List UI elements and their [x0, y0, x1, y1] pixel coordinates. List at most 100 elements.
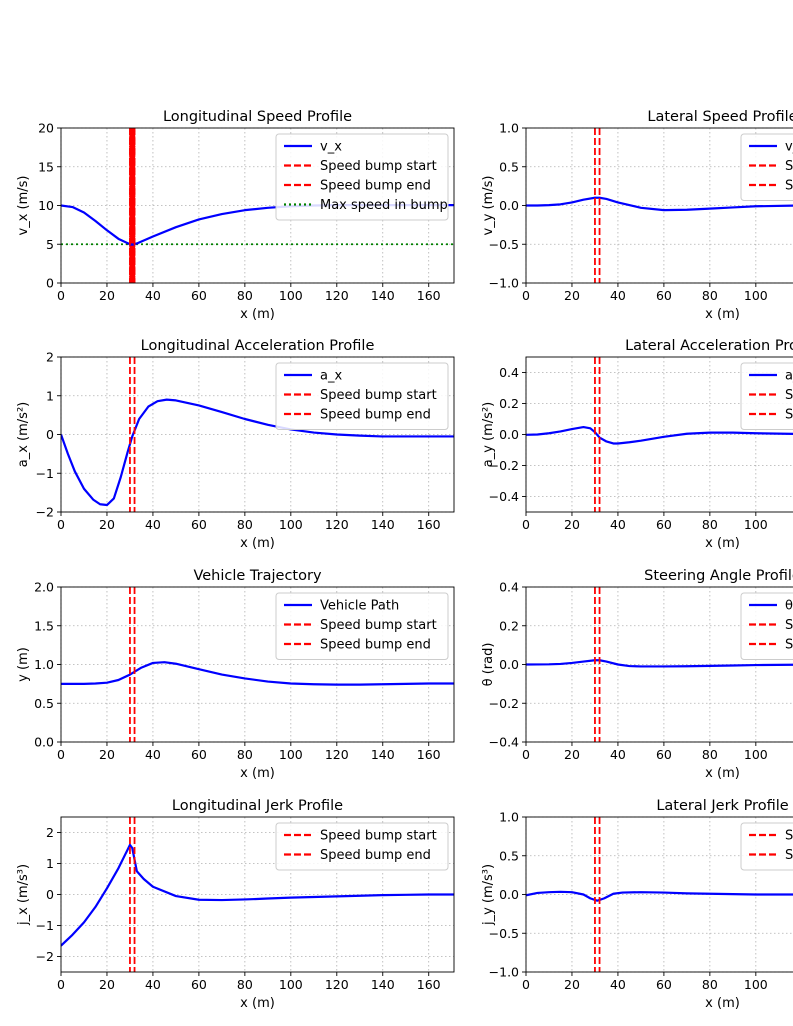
x-tick-label: 140 [371, 288, 395, 303]
x-tick-label: 100 [744, 517, 768, 532]
y-tick-label: 15 [38, 159, 54, 174]
legend-box [275, 822, 449, 871]
plot-area [61, 128, 454, 283]
x-axis-label: x (m) [240, 766, 275, 781]
x-axis-label: x (m) [240, 307, 275, 322]
x-tick-label: 40 [610, 747, 626, 762]
y-tick-label: 1.0 [499, 121, 519, 136]
y-tick-label: 0.5 [34, 696, 54, 711]
x-tick-label: 20 [564, 288, 580, 303]
chart-title: Lateral Acceleration Profile [625, 338, 793, 354]
legend-entry: Speed bump start [785, 388, 793, 403]
y-tick-label: 0.0 [499, 887, 519, 902]
x-tick-label: 100 [279, 288, 303, 303]
legend-entry: v_y [785, 140, 793, 155]
x-tick-label: 100 [744, 747, 768, 762]
legend-entry: a_x [320, 369, 342, 384]
plot-area [526, 128, 793, 283]
legend-box [740, 133, 793, 201]
series-line-- [526, 659, 793, 668]
y-tick-label: 0.0 [499, 427, 519, 442]
x-tick-label: 0 [522, 517, 530, 532]
plot-area [526, 357, 793, 512]
legend-entry: Speed bump end [785, 408, 793, 423]
series-line-j-x [61, 843, 454, 947]
y-tick-label: −2 [36, 505, 54, 520]
legend-entry: Speed bump start [785, 618, 793, 633]
chart-title: Steering Angle Profile [644, 568, 793, 584]
series-line-a-y [526, 425, 793, 445]
legend-entry: Speed bump start [320, 829, 437, 844]
y-axis-label: v_x (m/s) [16, 176, 31, 236]
series-line-a-x [61, 398, 454, 507]
x-tick-label: 100 [744, 288, 768, 303]
y-tick-label: 0 [46, 276, 54, 291]
x-tick-label: 120 [325, 747, 349, 762]
y-tick-label: 1 [46, 856, 54, 871]
legend-entry: Speed bump start [320, 388, 437, 403]
y-tick-label: 5 [46, 237, 54, 252]
x-tick-label: 40 [145, 517, 161, 532]
y-axis-label: θ (rad) [481, 643, 496, 687]
y-tick-label: 2 [46, 350, 54, 365]
x-tick-label: 100 [279, 747, 303, 762]
plot-area [61, 357, 454, 512]
x-tick-label: 60 [656, 977, 672, 992]
y-axis-label: v_y (m/s) [481, 176, 496, 236]
legend: Vehicle Path Speed bump start Speed bump e… [275, 592, 449, 660]
x-tick-label: 60 [656, 288, 672, 303]
y-tick-label: 1.0 [499, 810, 519, 825]
legend: θ Speed bump start Speed bump end [740, 592, 793, 660]
x-tick-label: 100 [279, 517, 303, 532]
x-tick-label: 140 [371, 517, 395, 532]
chart-title: Vehicle Trajectory [193, 568, 321, 584]
legend-box [740, 592, 793, 660]
x-tick-label: 20 [99, 747, 115, 762]
x-tick-label: 160 [417, 977, 441, 992]
x-tick-label: 120 [325, 517, 349, 532]
x-tick-label: 140 [371, 747, 395, 762]
x-tick-label: 100 [279, 977, 303, 992]
legend: Speed bump start Speed bump end [740, 822, 793, 871]
y-axis-label: a_x (m/s²) [16, 402, 31, 467]
chart-title: Longitudinal Jerk Profile [172, 798, 343, 814]
x-axis-label: x (m) [240, 996, 275, 1011]
x-tick-label: 0 [57, 517, 65, 532]
series-line-v-y [526, 196, 793, 212]
y-tick-label: −0.2 [489, 696, 519, 711]
y-tick-label: −0.2 [489, 458, 519, 473]
x-tick-label: 20 [99, 517, 115, 532]
plot-area [526, 817, 793, 972]
y-tick-label: −0.4 [489, 489, 519, 504]
y-tick-label: 2 [46, 825, 54, 840]
x-axis-label: x (m) [705, 766, 740, 781]
y-tick-label: 10 [38, 198, 54, 213]
y-axis-label: a_y (m/s²) [481, 402, 496, 467]
chart-panel-2: 0 20 40 60 80 100 −1.0 −0.5 0.0 0.5 1.0 Lateral Spe… [481, 109, 793, 322]
x-tick-label: 80 [237, 747, 253, 762]
x-tick-label: 20 [564, 747, 580, 762]
x-tick-label: 160 [417, 747, 441, 762]
plot-area [61, 817, 454, 972]
legend-entry: θ [785, 599, 793, 614]
x-tick-label: 120 [325, 288, 349, 303]
legend-entry: Speed bump start [785, 159, 793, 174]
y-tick-label: −0.5 [489, 237, 519, 252]
chart-panel-7: 0 20 40 60 80 100 120 140 160 −2 −1 0 1 2 Longitudinal… [16, 798, 455, 1011]
x-tick-label: 160 [417, 288, 441, 303]
y-tick-label: 0.2 [499, 396, 519, 411]
x-tick-label: 0 [57, 288, 65, 303]
legend: a_x Speed bump start Speed bump end [275, 362, 449, 430]
y-tick-label: −0.4 [489, 735, 519, 750]
series-line-j-y [526, 890, 793, 902]
chart-title: Lateral Jerk Profile [656, 798, 788, 814]
legend: v_y Speed bump start Speed bump end [740, 133, 793, 201]
y-tick-label: 0.2 [499, 618, 519, 633]
x-tick-label: 80 [702, 517, 718, 532]
x-tick-label: 80 [237, 977, 253, 992]
legend-box [275, 592, 449, 660]
legend-box [275, 133, 449, 221]
chart-panel-6: 0 20 40 60 80 100 −0.4 −0.2 0.0 0.2 0.4 Steering An… [481, 568, 793, 781]
x-tick-label: 40 [610, 288, 626, 303]
y-tick-label: 1 [46, 388, 54, 403]
